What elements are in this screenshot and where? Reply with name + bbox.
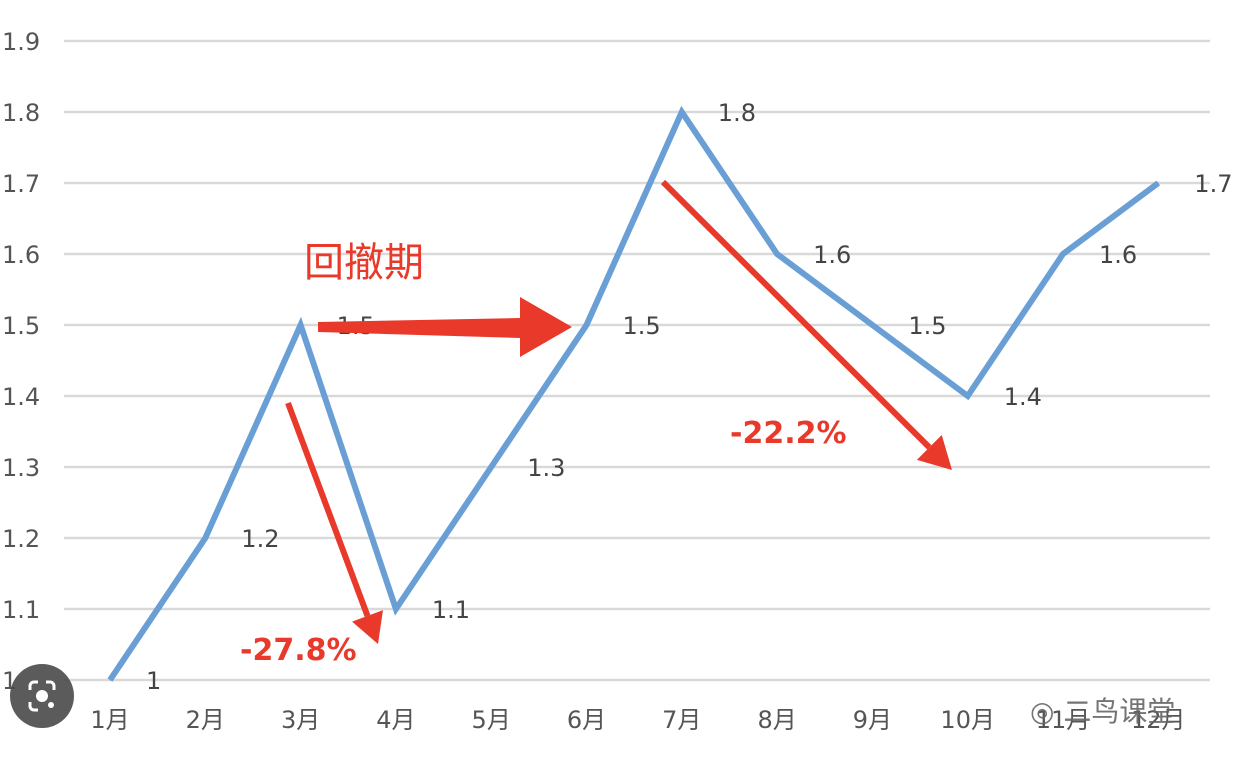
y-tick-label: 1.8 (2, 99, 40, 127)
drawdown-arrow-1-shaft (285, 401, 371, 617)
y-tick-label: 1.4 (2, 383, 40, 411)
data-point (395, 608, 397, 610)
data-label: 1.6 (813, 241, 851, 269)
x-tick-label: 4月 (376, 706, 415, 734)
y-tick-label: 1.9 (2, 28, 40, 56)
y-tick-label: 1.2 (2, 525, 40, 553)
lens-search-icon[interactable] (10, 664, 74, 728)
data-point (1157, 182, 1159, 184)
x-tick-label: 12月 (1131, 706, 1186, 734)
data-point (681, 111, 683, 113)
data-point (490, 466, 492, 468)
series-path (107, 105, 1161, 682)
annotations: 回撤期 -27.8% -22.2% (240, 179, 952, 668)
x-axis: 1月 2月 3月 4月 5月 6月 7月 8月 9月 10月 11月 12月 (90, 706, 1185, 734)
data-point (300, 324, 302, 326)
retracement-arrow (318, 297, 572, 357)
drawdown-label-2: -22.2% (730, 416, 847, 451)
x-tick-label: 10月 (940, 706, 995, 734)
watermark-text: 二鸟课堂 (1063, 695, 1176, 728)
x-tick-label: 6月 (567, 706, 606, 734)
x-tick-label: 1月 (90, 706, 129, 734)
data-label: 1 (146, 667, 161, 695)
gridlines (64, 39, 1210, 682)
y-tick-label: 1.3 (2, 454, 40, 482)
drawdown-arrow-2-head (916, 434, 952, 470)
data-point (586, 324, 587, 326)
data-label: 1.6 (1099, 241, 1137, 269)
data-label: 1.3 (527, 454, 565, 482)
data-label: 1.5 (908, 312, 946, 340)
x-tick-label: 5月 (472, 706, 511, 734)
data-point (776, 253, 778, 255)
y-tick-label: 1.5 (2, 312, 40, 340)
data-label: 1.7 (1194, 170, 1232, 198)
data-label: 1.4 (1004, 383, 1042, 411)
x-tick-label: 3月 (281, 706, 320, 734)
data-point (109, 679, 111, 681)
drawdown-label-1: -27.8% (240, 633, 357, 668)
data-label: 1.1 (432, 596, 470, 624)
data-label: 1.2 (241, 525, 279, 553)
data-point (204, 537, 206, 539)
watermark: ◎ 二鸟课堂 (1030, 690, 1175, 730)
data-point (871, 324, 873, 326)
x-tick-label: 7月 (662, 706, 701, 734)
x-tick-label: 2月 (186, 706, 225, 734)
x-tick-label: 11月 (1036, 706, 1091, 734)
y-tick-label: 1.7 (2, 170, 40, 198)
drawdown-arrow-2-shaft (660, 179, 932, 450)
data-label: 1.8 (718, 99, 756, 127)
data-label: 1.5 (623, 312, 661, 340)
series-line (107, 105, 1161, 682)
wechat-icon: ◎ (1030, 695, 1055, 728)
data-point (1062, 253, 1064, 255)
y-tick-label: 1.6 (2, 241, 40, 269)
y-axis: 11.11.21.31.41.51.61.71.81.9 (2, 28, 40, 695)
x-tick-label: 9月 (853, 706, 892, 734)
drawdown-arrow-1-head (352, 610, 383, 644)
x-tick-label: 8月 (757, 706, 796, 734)
retracement-label: 回撤期 (304, 240, 424, 286)
y-tick-label: 1.1 (2, 596, 40, 624)
data-point (967, 395, 969, 397)
